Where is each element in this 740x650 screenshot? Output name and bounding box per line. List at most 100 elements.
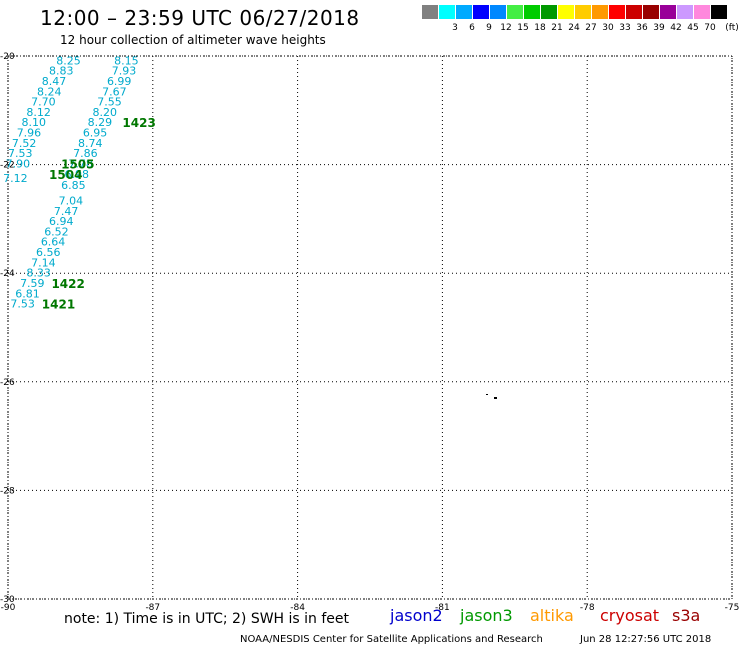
legend-swatch [575, 5, 591, 19]
pass-id-label: 1423 [122, 116, 155, 130]
legend-swatch [677, 5, 693, 19]
wave-height-label: 6.85 [61, 179, 86, 192]
wave-height-label: 8.12 [26, 106, 50, 119]
legend-label: 12 [500, 23, 512, 33]
y-tick-label: -30 [0, 595, 15, 605]
x-tick-label: -78 [580, 603, 595, 613]
legend-swatch [524, 5, 540, 19]
legend-swatch [626, 5, 642, 19]
wave-height-label: 7.70 [31, 96, 56, 109]
legend-swatch [422, 5, 438, 19]
wave-height-label: 8.47 [42, 75, 67, 88]
wave-height-label: 7.59 [20, 277, 45, 290]
pass-id-label: 1504 [49, 168, 82, 182]
x-tick-label: -90 [1, 603, 16, 613]
legend-swatch [711, 5, 727, 19]
wave-height-label: 8.10 [22, 116, 47, 129]
legend-label: 30 [602, 23, 614, 33]
wave-height-label: 7.96 [17, 127, 42, 140]
legend-swatch [592, 5, 608, 19]
wave-height-label: 7.53 [10, 298, 35, 311]
satellite-cryosat: cryosat [600, 606, 660, 625]
wave-height-label: 7.90 [6, 158, 31, 171]
wave-height-label: 7.12 [3, 172, 28, 185]
legend-swatch [694, 5, 710, 19]
legend-label: 39 [653, 23, 665, 33]
legend-label: 9 [486, 23, 492, 33]
wave-height-label: 7.47 [54, 205, 79, 218]
satellite-jason2: jason2 [390, 606, 443, 625]
x-tick-label: -87 [145, 603, 160, 613]
wave-height-label: 6.99 [107, 75, 131, 88]
y-tick-label: -20 [0, 52, 15, 62]
legend-label: 24 [568, 23, 580, 33]
legend-label: 36 [636, 23, 648, 33]
wave-height-label: 7.14 [31, 256, 56, 269]
wave-height-label: 7.55 [97, 96, 122, 109]
note-text: note: 1) Time is in UTC; 2) SWH is in fe… [64, 611, 350, 627]
credit-text: NOAA/NESDIS Center for Satellite Applica… [240, 634, 543, 645]
satellite-altika: altika [530, 606, 574, 625]
wave-height-label: 8.29 [88, 116, 113, 129]
legend-unit: (ft) [725, 23, 739, 33]
satellite-jason3: jason3 [460, 606, 513, 625]
wave-height-label: 7.86 [73, 147, 98, 160]
wave-height-label: 7.78 [68, 158, 93, 171]
legend-swatch [456, 5, 472, 19]
pass-id-label: 1505 [61, 158, 94, 172]
y-tick-label: -26 [0, 378, 15, 388]
wave-height-label: 6.94 [49, 215, 74, 228]
pass-id-label: 1422 [51, 277, 84, 291]
wave-height-label: 8.83 [49, 65, 74, 78]
legend-swatch [609, 5, 625, 19]
wave-height-label: 7.52 [12, 137, 37, 150]
y-tick-label: -22 [0, 161, 15, 171]
wave-height-label: 7.93 [112, 65, 137, 78]
wave-height-label: 7.53 [8, 147, 33, 160]
legend-swatch [660, 5, 676, 19]
legend-swatch [541, 5, 557, 19]
wave-height-label: 8.74 [78, 137, 103, 150]
timestamp-text: Jun 28 12:27:56 UTC 2018 [580, 634, 712, 645]
wave-height-label: 6.98 [64, 168, 89, 181]
legend-label: 15 [517, 23, 529, 33]
y-tick-label: -28 [0, 486, 15, 496]
wave-height-label: 7.04 [59, 194, 84, 207]
island-mark [486, 394, 488, 395]
wave-height-label: 8.25 [56, 54, 80, 67]
wave-height-label: 8.33 [26, 267, 50, 280]
legend-swatch [507, 5, 523, 19]
wave-height-label: 7.67 [102, 85, 127, 98]
legend-label: 33 [619, 23, 631, 33]
x-tick-label: -75 [725, 603, 740, 613]
wave-height-label: 8.24 [37, 85, 62, 98]
legend-label: 27 [585, 23, 597, 33]
wave-height-label: 6.64 [41, 236, 66, 249]
wave-height-label: 8.20 [92, 106, 117, 119]
legend-swatch [490, 5, 506, 19]
legend-label: 70 [704, 23, 716, 33]
legend-label: 6 [469, 23, 475, 33]
x-tick-label: -84 [290, 603, 305, 613]
wave-height-label: 8.15 [114, 54, 139, 67]
wave-height-label: 6.56 [36, 246, 61, 259]
x-tick-label: -81 [435, 603, 450, 613]
chart-subtitle: 12 hour collection of altimeter wave hei… [60, 33, 326, 47]
wave-height-label: 6.52 [44, 225, 68, 238]
pass-id-label: 1421 [42, 298, 75, 312]
map-frame [7, 55, 733, 600]
legend-label: 18 [534, 23, 546, 33]
wave-height-label: 6.81 [15, 287, 39, 300]
legend-label: 45 [687, 23, 699, 33]
legend-label: 21 [551, 23, 563, 33]
satellite-s3a: s3a [672, 606, 701, 625]
legend-swatch [558, 5, 574, 19]
wave-height-label: 6.95 [83, 127, 108, 140]
legend-swatch [643, 5, 659, 19]
legend-label: 3 [452, 23, 458, 33]
legend-swatch [473, 5, 489, 19]
legend-swatch [439, 5, 455, 19]
legend-label: 42 [670, 23, 682, 33]
y-tick-label: -24 [0, 269, 15, 279]
